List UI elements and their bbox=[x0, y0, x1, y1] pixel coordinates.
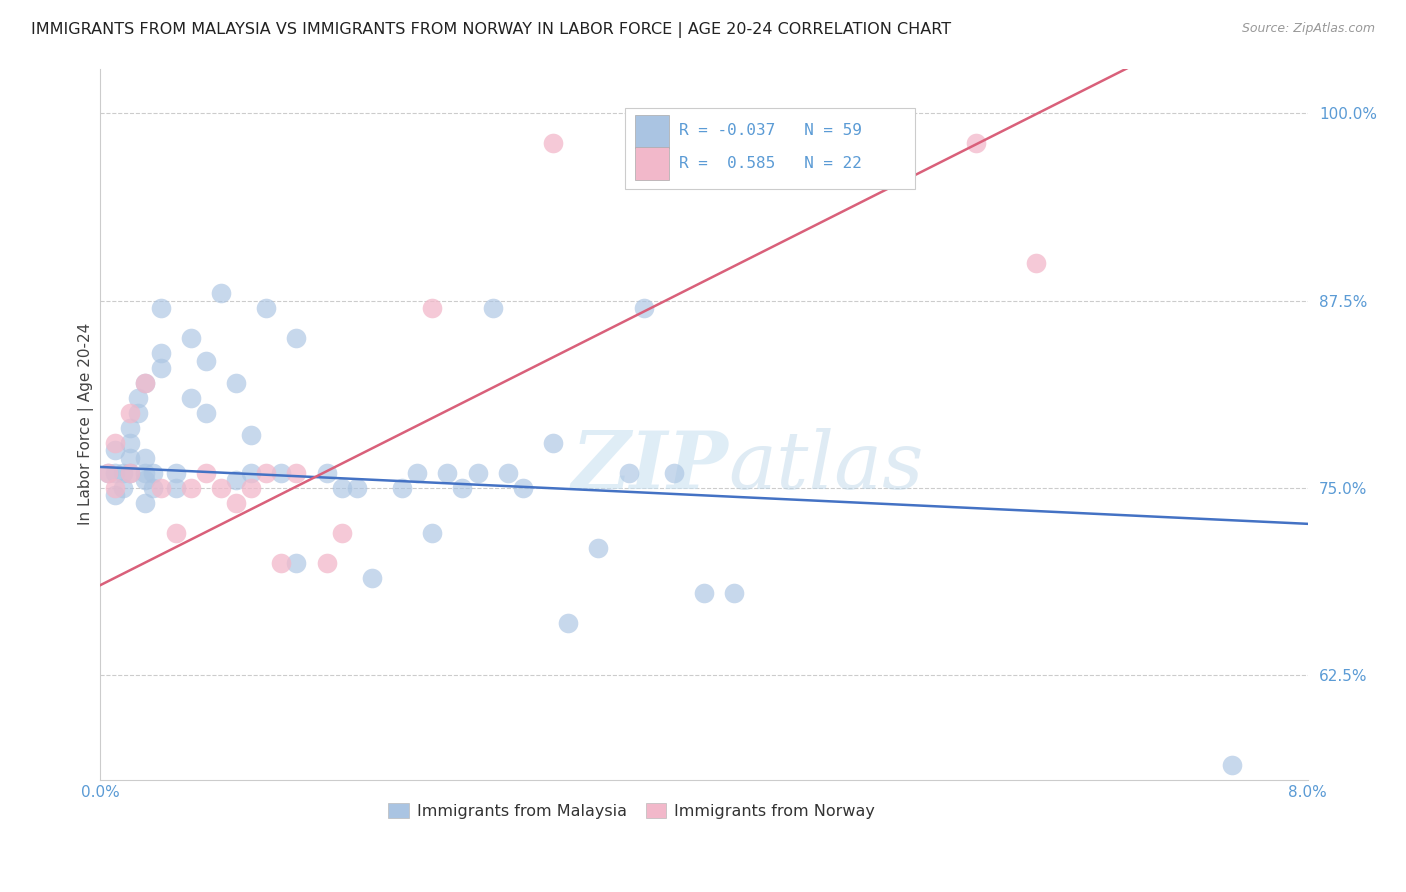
Point bbox=[127, 406, 149, 420]
Point bbox=[541, 136, 564, 151]
Point bbox=[165, 481, 187, 495]
Point bbox=[180, 481, 202, 495]
Point bbox=[285, 556, 308, 570]
Text: IMMIGRANTS FROM MALAYSIA VS IMMIGRANTS FROM NORWAY IN LABOR FORCE | AGE 20-24 CO: IMMIGRANTS FROM MALAYSIA VS IMMIGRANTS F… bbox=[31, 22, 950, 38]
Point bbox=[97, 466, 120, 480]
Point bbox=[254, 301, 277, 315]
Text: atlas: atlas bbox=[728, 428, 924, 506]
Y-axis label: In Labor Force | Age 20-24: In Labor Force | Age 20-24 bbox=[79, 323, 94, 525]
Text: ZIP: ZIP bbox=[571, 428, 728, 506]
Point bbox=[194, 466, 217, 480]
Point bbox=[406, 466, 429, 480]
Point bbox=[693, 585, 716, 599]
Point bbox=[481, 301, 503, 315]
Point bbox=[111, 466, 134, 480]
Legend: Immigrants from Malaysia, Immigrants from Norway: Immigrants from Malaysia, Immigrants fro… bbox=[381, 797, 882, 825]
Point bbox=[633, 301, 655, 315]
Point bbox=[120, 421, 142, 435]
Point bbox=[285, 466, 308, 480]
Point bbox=[149, 481, 172, 495]
Point bbox=[315, 556, 337, 570]
Point bbox=[165, 525, 187, 540]
Point bbox=[391, 481, 413, 495]
Point bbox=[330, 525, 353, 540]
Point bbox=[723, 585, 745, 599]
Point bbox=[330, 481, 353, 495]
Point bbox=[149, 361, 172, 376]
Point bbox=[127, 391, 149, 405]
FancyBboxPatch shape bbox=[626, 108, 915, 189]
Point bbox=[467, 466, 489, 480]
Point bbox=[134, 376, 156, 390]
Point bbox=[120, 406, 142, 420]
Point bbox=[662, 466, 685, 480]
Point bbox=[165, 466, 187, 480]
Point bbox=[240, 481, 263, 495]
Point bbox=[120, 450, 142, 465]
Point bbox=[617, 466, 640, 480]
Point bbox=[240, 428, 263, 442]
Point bbox=[120, 466, 142, 480]
Point bbox=[180, 331, 202, 345]
Point bbox=[120, 436, 142, 450]
Point bbox=[254, 466, 277, 480]
Point bbox=[512, 481, 534, 495]
Point bbox=[451, 481, 474, 495]
Text: Source: ZipAtlas.com: Source: ZipAtlas.com bbox=[1241, 22, 1375, 36]
Point bbox=[557, 615, 579, 630]
Point bbox=[142, 466, 165, 480]
Point bbox=[142, 481, 165, 495]
Point bbox=[104, 488, 127, 502]
Point bbox=[104, 436, 127, 450]
Point bbox=[1025, 256, 1047, 270]
Point bbox=[104, 481, 127, 495]
Point bbox=[149, 346, 172, 360]
Point bbox=[285, 331, 308, 345]
Point bbox=[104, 466, 127, 480]
Point bbox=[225, 496, 247, 510]
Point bbox=[134, 466, 156, 480]
Point bbox=[420, 525, 443, 540]
Point bbox=[270, 556, 292, 570]
Point bbox=[240, 466, 263, 480]
Point bbox=[225, 474, 247, 488]
Point bbox=[541, 436, 564, 450]
Point bbox=[346, 481, 368, 495]
Point bbox=[496, 466, 519, 480]
Point bbox=[194, 406, 217, 420]
Point bbox=[965, 136, 987, 151]
Point bbox=[134, 496, 156, 510]
Point bbox=[270, 466, 292, 480]
Point bbox=[134, 474, 156, 488]
Point bbox=[225, 376, 247, 390]
Point bbox=[120, 466, 142, 480]
Point bbox=[420, 301, 443, 315]
Point bbox=[134, 450, 156, 465]
Point bbox=[149, 301, 172, 315]
Point bbox=[360, 571, 382, 585]
Point bbox=[209, 481, 232, 495]
Point bbox=[111, 481, 134, 495]
Point bbox=[588, 541, 610, 555]
FancyBboxPatch shape bbox=[636, 115, 669, 148]
Text: R =  0.585   N = 22: R = 0.585 N = 22 bbox=[679, 155, 862, 170]
Point bbox=[315, 466, 337, 480]
Point bbox=[97, 466, 120, 480]
Point bbox=[180, 391, 202, 405]
Point bbox=[436, 466, 458, 480]
Point bbox=[134, 376, 156, 390]
Point bbox=[104, 443, 127, 458]
FancyBboxPatch shape bbox=[636, 147, 669, 180]
Point bbox=[209, 286, 232, 301]
Point bbox=[1220, 758, 1243, 772]
Point bbox=[194, 353, 217, 368]
Text: R = -0.037   N = 59: R = -0.037 N = 59 bbox=[679, 123, 862, 138]
